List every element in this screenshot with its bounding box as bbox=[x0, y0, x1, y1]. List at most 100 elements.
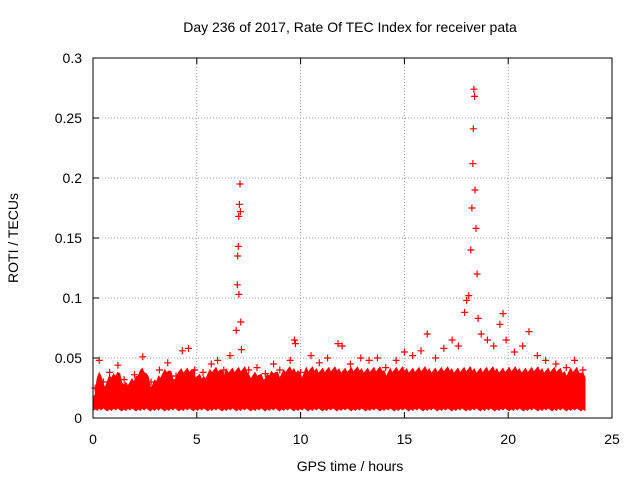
data-points bbox=[91, 85, 587, 392]
data-point bbox=[147, 378, 155, 386]
data-point bbox=[510, 348, 518, 356]
data-point bbox=[234, 242, 242, 250]
data-point bbox=[114, 361, 122, 369]
data-point bbox=[465, 292, 473, 300]
data-point bbox=[409, 352, 417, 360]
data-point bbox=[346, 360, 354, 368]
data-point bbox=[365, 356, 373, 364]
data-point bbox=[477, 330, 485, 338]
data-point bbox=[235, 212, 243, 220]
data-point bbox=[155, 366, 163, 374]
data-point bbox=[236, 180, 244, 188]
data-point bbox=[542, 356, 550, 364]
data-point bbox=[233, 281, 241, 289]
data-point bbox=[432, 354, 439, 362]
data-point bbox=[290, 336, 298, 344]
data-point bbox=[315, 359, 323, 367]
data-point bbox=[232, 326, 240, 334]
data-point bbox=[562, 364, 570, 372]
data-point bbox=[276, 366, 284, 374]
y-tick-label: 0.1 bbox=[63, 290, 83, 306]
data-point bbox=[334, 340, 342, 348]
data-point bbox=[307, 352, 315, 360]
x-axis-label: GPS time / hours bbox=[297, 458, 404, 474]
y-axis: 0 0.05 0.1 0.15 0.2 0.25 0.3 bbox=[55, 50, 612, 426]
data-point bbox=[106, 368, 114, 376]
data-point bbox=[291, 340, 299, 348]
data-point bbox=[338, 342, 346, 350]
data-point bbox=[423, 330, 431, 338]
data-point bbox=[571, 356, 579, 364]
data-point bbox=[297, 368, 305, 376]
data-point bbox=[357, 354, 365, 362]
data-point bbox=[178, 347, 186, 355]
data-point bbox=[270, 360, 278, 368]
data-point bbox=[471, 186, 479, 194]
data-point bbox=[461, 308, 469, 316]
data-point bbox=[469, 125, 477, 133]
data-point bbox=[199, 368, 207, 376]
data-point bbox=[236, 208, 244, 216]
x-tick-label: 0 bbox=[89, 431, 97, 447]
data-point bbox=[234, 252, 242, 260]
data-point bbox=[324, 354, 332, 362]
data-point bbox=[373, 354, 381, 362]
data-point bbox=[237, 346, 245, 354]
y-tick-label: 0.2 bbox=[63, 170, 83, 186]
data-point bbox=[496, 320, 504, 328]
y-axis-label: ROTI / TECUs bbox=[5, 193, 21, 283]
y-tick-label: 0.15 bbox=[55, 230, 82, 246]
data-point bbox=[533, 352, 541, 360]
y-tick-label: 0.3 bbox=[63, 50, 83, 66]
x-tick-label: 25 bbox=[604, 431, 620, 447]
data-point bbox=[417, 347, 425, 355]
data-point bbox=[220, 366, 228, 374]
data-point bbox=[499, 310, 507, 318]
data-point bbox=[382, 364, 390, 372]
data-point bbox=[474, 314, 482, 322]
x-tick-label: 5 bbox=[193, 431, 201, 447]
data-point bbox=[237, 318, 245, 326]
data-point bbox=[235, 200, 243, 208]
noise-band bbox=[92, 366, 586, 413]
data-point bbox=[172, 372, 180, 380]
data-point bbox=[245, 366, 253, 374]
data-point bbox=[519, 342, 527, 350]
y-tick-label: 0.05 bbox=[55, 350, 82, 366]
data-point bbox=[463, 296, 471, 304]
data-point bbox=[448, 336, 456, 344]
data-point bbox=[235, 290, 243, 298]
baseline-noise bbox=[92, 366, 586, 413]
data-point bbox=[261, 370, 269, 378]
data-point bbox=[471, 92, 479, 100]
data-point bbox=[392, 356, 400, 364]
data-point bbox=[467, 246, 475, 254]
data-point bbox=[469, 160, 477, 168]
data-point bbox=[286, 356, 294, 364]
grid bbox=[93, 58, 612, 418]
data-point bbox=[131, 371, 138, 379]
y-tick-label: 0.25 bbox=[55, 110, 82, 126]
data-point bbox=[400, 348, 408, 356]
data-point bbox=[552, 360, 560, 368]
data-point bbox=[253, 364, 261, 372]
x-axis: 0 5 10 15 20 25 bbox=[89, 58, 620, 447]
data-point bbox=[139, 353, 147, 361]
data-point bbox=[95, 356, 103, 364]
data-point bbox=[191, 366, 199, 374]
x-tick-label: 10 bbox=[293, 431, 309, 447]
data-point bbox=[99, 378, 107, 386]
data-point bbox=[226, 352, 234, 360]
data-point bbox=[470, 85, 478, 93]
data-point bbox=[214, 356, 222, 364]
data-point bbox=[120, 376, 128, 384]
data-point bbox=[454, 342, 462, 350]
data-point bbox=[472, 224, 480, 232]
x-tick-label: 20 bbox=[500, 431, 516, 447]
data-point bbox=[473, 270, 481, 278]
data-point bbox=[164, 359, 172, 367]
data-point bbox=[490, 342, 498, 350]
data-point bbox=[525, 328, 533, 336]
chart-title: Day 236 of 2017, Rate Of TEC Index for r… bbox=[183, 19, 517, 35]
